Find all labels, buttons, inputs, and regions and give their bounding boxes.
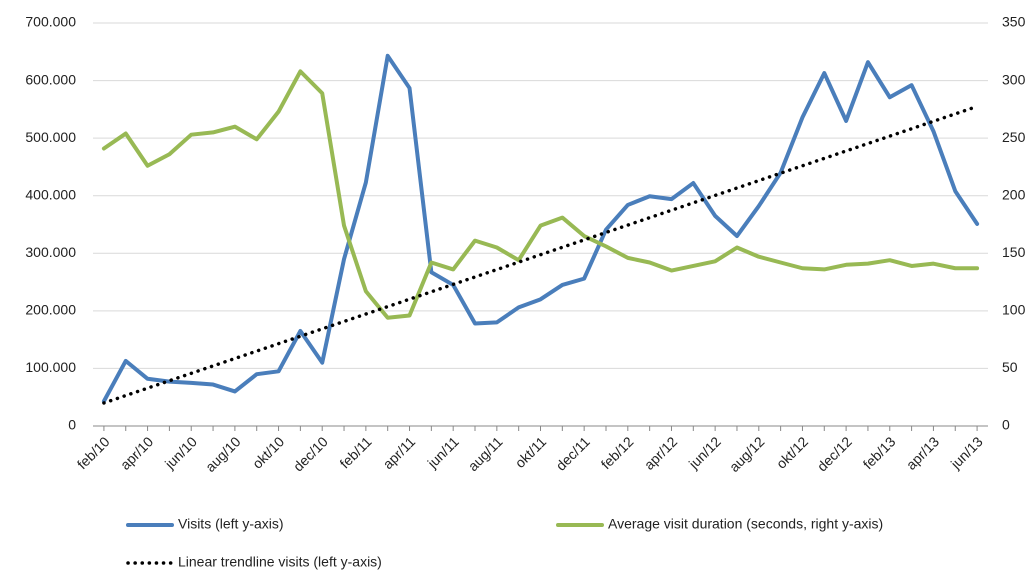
y2-tick-label: 300 (1002, 71, 1026, 87)
x-tick-label: feb/10 (74, 433, 113, 472)
x-tick-label: dec/11 (553, 433, 593, 473)
y-tick-label: 700.000 (25, 14, 76, 30)
x-tick-label: jun/11 (424, 433, 462, 471)
legend-label: Linear trendline visits (left y-axis) (178, 554, 382, 570)
series-line (101, 53, 980, 404)
x-tick-label: aug/11 (465, 433, 506, 474)
y2-tick-label: 0 (1002, 417, 1010, 433)
x-tick-label: apr/11 (380, 433, 419, 472)
x-tick-label: feb/11 (336, 433, 374, 471)
y2-tick-label: 250 (1002, 129, 1026, 145)
y2-tick-label: 150 (1002, 244, 1026, 260)
y2-tick-label: 50 (1002, 359, 1018, 375)
y-tick-label: 600.000 (25, 71, 76, 87)
x-tick-label: aug/10 (202, 433, 244, 475)
y-tick-label: 400.000 (25, 186, 76, 202)
legend-label: Visits (left y-axis) (178, 516, 284, 532)
x-tick-label: okt/12 (773, 433, 811, 471)
y2-tick-label: 200 (1002, 186, 1026, 202)
y-tick-label: 0 (68, 417, 76, 433)
y-tick-label: 500.000 (25, 129, 76, 145)
x-tick-label: okt/11 (512, 433, 550, 471)
x-tick-label: apr/13 (903, 433, 943, 473)
y-tick-label: 200.000 (25, 302, 76, 318)
x-tick-label: dec/12 (814, 433, 855, 474)
y2-tick-label: 350 (1002, 14, 1026, 30)
x-tick-label: feb/13 (860, 433, 899, 472)
x-tick-label: jun/12 (685, 433, 724, 472)
series-line (101, 69, 980, 320)
y-tick-label: 300.000 (25, 244, 76, 260)
x-tick-label: apr/12 (641, 433, 681, 473)
x-tick-label: jun/10 (161, 433, 200, 472)
x-tick-label: okt/10 (249, 433, 287, 471)
y-tick-label: 100.000 (25, 359, 76, 375)
x-tick-label: aug/12 (726, 433, 768, 475)
x-tick-label: dec/10 (290, 433, 331, 474)
series-line (102, 104, 979, 405)
legend-label: Average visit duration (seconds, right y… (608, 516, 883, 532)
x-tick-label: apr/10 (117, 433, 157, 473)
y2-tick-label: 100 (1002, 302, 1026, 318)
x-tick-label: feb/12 (598, 433, 637, 472)
x-tick-label: jun/13 (947, 433, 986, 472)
